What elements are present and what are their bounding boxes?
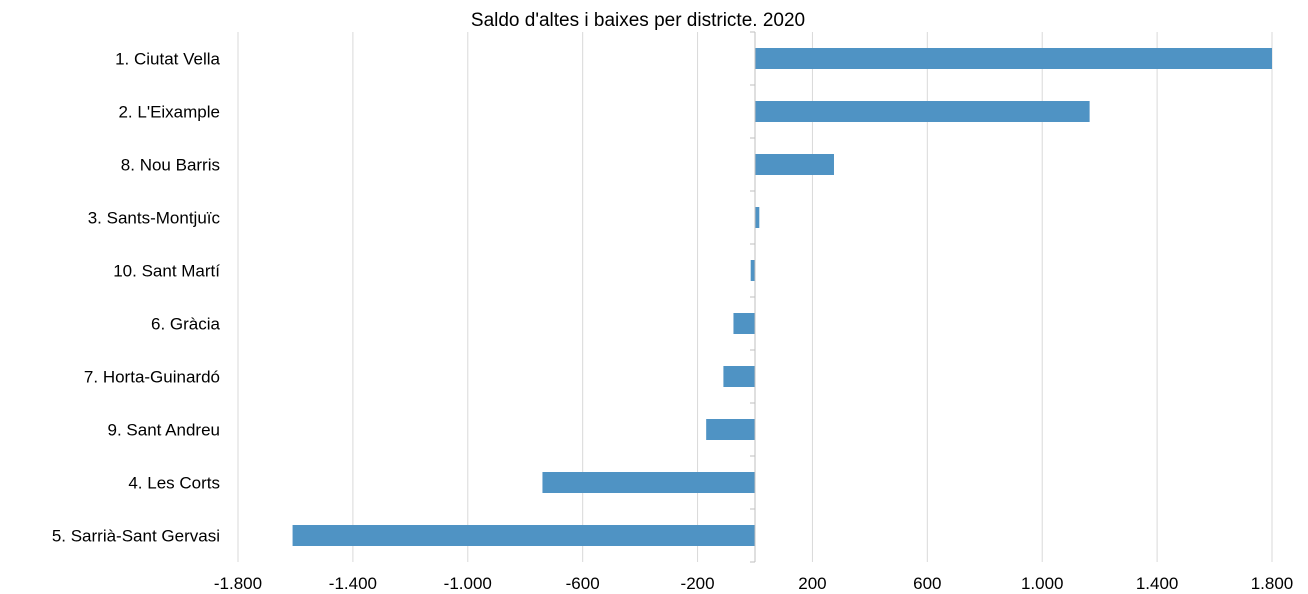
x-tick-label: 1.400 [1136, 574, 1179, 593]
x-tick-label: 1.800 [1251, 574, 1294, 593]
x-tick-label: -200 [681, 574, 715, 593]
category-label: 10. Sant Martí [113, 262, 220, 281]
category-label: 5. Sarrià-Sant Gervasi [52, 527, 220, 546]
category-label: 6. Gràcia [151, 315, 221, 334]
bar [750, 260, 755, 281]
bar [733, 313, 755, 334]
x-tick-label: -1.800 [214, 574, 262, 593]
x-tick-label: -1.400 [329, 574, 377, 593]
chart-title: Saldo d'altes i baixes per districte. 20… [470, 10, 806, 31]
category-label: 2. L'Eixample [118, 103, 220, 122]
bar [292, 525, 755, 546]
bar [755, 101, 1090, 122]
category-label: 1. Ciutat Vella [115, 50, 220, 69]
x-tick-label: -1.000 [444, 574, 492, 593]
x-tick-label: 200 [798, 574, 826, 593]
x-tick-label: 1.000 [1021, 574, 1064, 593]
bar [755, 154, 834, 175]
category-labels: 1. Ciutat Vella 2. L'Eixample 8. Nou Barri… [52, 50, 221, 546]
category-label: 3. Sants-Montjuïc [88, 209, 221, 228]
bar [706, 419, 755, 440]
category-label: 9. Sant Andreu [108, 421, 220, 440]
x-tick-label: -600 [566, 574, 600, 593]
category-label: 4. Les Corts [128, 474, 220, 493]
category-label: 7. Horta-Guinardó [84, 368, 220, 387]
bar [723, 366, 755, 387]
x-tick-label: 600 [913, 574, 941, 593]
bar [755, 48, 1272, 69]
category-label: 8. Nou Barris [121, 156, 220, 175]
bars [292, 48, 1272, 546]
category-axis [750, 31, 756, 563]
bar [755, 207, 760, 228]
bar [542, 472, 755, 493]
value-axis-ticks: -1.800 -1.400 -1.000 -600 -200 200 600 1.000 1.4… [214, 574, 1293, 593]
